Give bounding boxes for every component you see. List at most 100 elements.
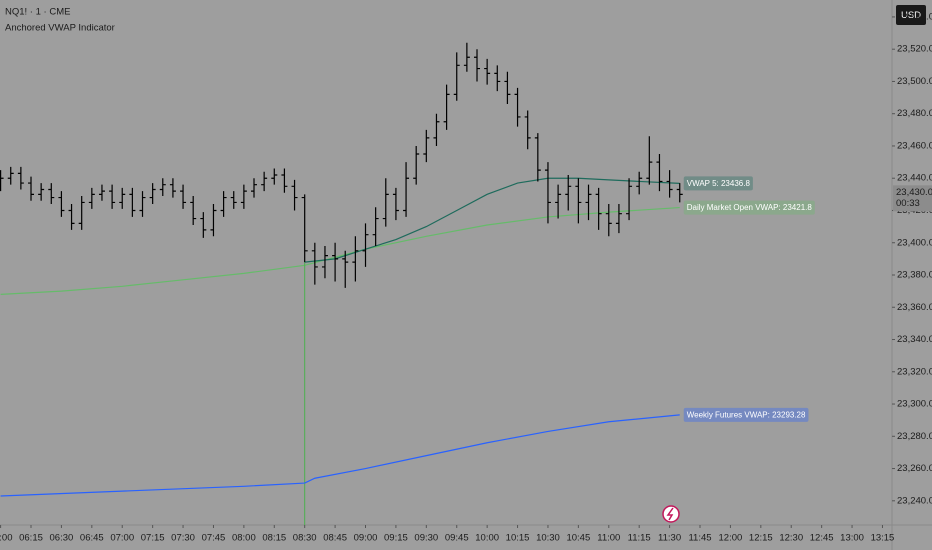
x-tick-label: 10:00 (475, 533, 499, 544)
x-tick-label: 08:30 (293, 533, 317, 544)
ohlc-bar (615, 204, 622, 234)
ohlc-bar (180, 184, 187, 209)
x-tick-label: 09:15 (384, 533, 408, 544)
ohlc-bar (281, 168, 288, 193)
y-tick-label: 23,460.00 (897, 140, 932, 151)
line-label: VWAP 5: 23436.8 (687, 179, 751, 188)
x-tick-label: 06:30 (50, 533, 74, 544)
ohlc-bar (58, 191, 65, 217)
ohlc-bar (403, 162, 410, 217)
ohlc-bar (362, 223, 369, 267)
ohlc-bar (139, 191, 146, 217)
ohlc-bar (423, 129, 430, 163)
ohlc-bar (88, 187, 95, 209)
x-tick-label: 10:30 (536, 533, 560, 544)
ohlc-bar (129, 187, 136, 217)
ohlc-bar (555, 184, 562, 219)
ohlc-bar (119, 187, 126, 209)
ohlc-bar (7, 166, 14, 185)
ohlc-bar (261, 171, 268, 192)
y-tick-label: 23,360.00 (897, 302, 932, 313)
x-tick-label: 11:45 (688, 533, 711, 544)
ohlc-bar (240, 184, 247, 209)
currency-box[interactable] (896, 5, 926, 25)
x-tick-label: 06:45 (80, 533, 104, 544)
x-tick-label: 12:30 (779, 533, 803, 544)
ohlc-bar (301, 194, 308, 263)
x-tick-label: 11:30 (658, 533, 681, 544)
y-tick-label: 23,500.00 (897, 76, 932, 87)
ohlc-bar (149, 183, 156, 205)
y-tick-label: 23,520.00 (897, 44, 932, 55)
ohlc-bar (48, 183, 55, 205)
ohlc-bar (271, 168, 278, 185)
x-tick-label: 07:45 (202, 533, 226, 544)
x-tick-label: 11:00 (597, 533, 620, 544)
x-tick-label: 12:00 (719, 533, 743, 544)
ohlc-bar (575, 178, 582, 224)
line-label: Weekly Futures VWAP: 23293.28 (687, 410, 806, 419)
ohlc-bar (251, 178, 258, 198)
chart-title: NQ1! · 1 · CME (5, 7, 70, 18)
x-tick-label: 06:15 (19, 533, 43, 544)
ohlc-bar (504, 71, 511, 105)
y-tick-label: 23,300.00 (897, 399, 932, 410)
x-tick-label: 07:15 (141, 533, 165, 544)
ohlc-bar (220, 191, 227, 217)
x-tick-label: 09:30 (414, 533, 438, 544)
y-tick-label: 23,540.00 (897, 11, 932, 22)
ohlc-bar (443, 84, 450, 130)
y-tick-label: 23,260.00 (897, 463, 932, 474)
y-tick-label: 23,280.00 (897, 431, 932, 442)
ohlc-bar (646, 136, 653, 185)
ohlc-bar (484, 58, 491, 85)
ohlc-bar (585, 184, 592, 221)
x-tick-label: 13:15 (871, 533, 895, 544)
ohlc-bar (392, 187, 399, 221)
ohlc-bar (433, 113, 440, 146)
ohlc-bar (190, 195, 197, 225)
x-tick-label: 06:00 (0, 533, 12, 544)
ohlc-bar (200, 212, 207, 238)
x-tick-label: 10:45 (566, 533, 590, 544)
ohlc-bar (656, 154, 663, 192)
ohlc-bar (109, 184, 116, 209)
ohlc-bar (17, 166, 24, 190)
last-price-box (893, 185, 932, 212)
ohlc-bar (291, 179, 298, 211)
x-tick-label: 11:15 (628, 533, 651, 544)
ohlc-bar (28, 176, 35, 201)
ohlc-bar (514, 87, 521, 127)
ohlc-bar (565, 175, 572, 211)
logo (662, 505, 680, 523)
ohlc-bar (534, 133, 541, 182)
x-tick-label: 09:00 (354, 533, 378, 544)
ohlc-bar (382, 178, 389, 227)
ohlc-bar (666, 170, 673, 198)
ohlc-bar (605, 204, 612, 237)
ohlc-bar (544, 162, 551, 224)
ohlc-bar (474, 49, 481, 82)
ohlc-bar (68, 204, 75, 230)
ohlc-bar (463, 42, 470, 72)
ohlc-bar (342, 250, 349, 288)
ohlc-bar (311, 242, 318, 285)
y-tick-label: 23,320.00 (897, 366, 932, 377)
indicator-name: Anchored VWAP Indicator (5, 23, 115, 34)
ohlc-bar (332, 242, 339, 282)
countdown: 00:33 (896, 198, 920, 209)
ohlc-bar (636, 171, 643, 195)
x-tick-label: 09:45 (445, 533, 469, 544)
ohlc-bar (453, 52, 460, 101)
ohlc-bar (494, 65, 501, 92)
ohlc-bar (372, 207, 379, 246)
x-tick-label: 08:45 (323, 533, 347, 544)
currency[interactable]: USD (901, 10, 921, 21)
x-tick-label: 10:15 (506, 533, 530, 544)
ohlc-bar (352, 236, 359, 282)
ohlc-bar (595, 187, 602, 230)
ohlc-bar (676, 183, 683, 203)
y-tick-label: 23,340.00 (897, 334, 932, 345)
